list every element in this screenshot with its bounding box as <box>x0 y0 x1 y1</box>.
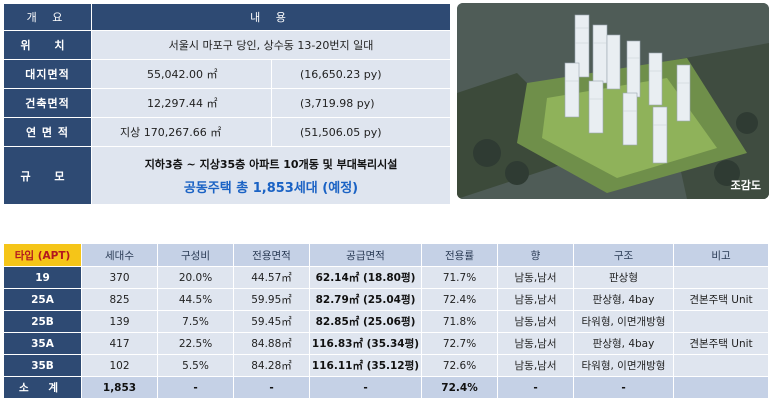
total-supply-area: - <box>309 376 422 399</box>
total-row: 소 계 1,853 - - - 72.4% - - <box>3 376 769 399</box>
header-structure: 구조 <box>573 243 674 267</box>
row-direction: 남동,남서 <box>497 266 574 289</box>
table-row: 25B 139 7.5% 59.45㎡ 82.85㎡ (25.06평) 71.8… <box>3 310 769 333</box>
row-supply-area: 82.85㎡ (25.06평) <box>309 310 422 333</box>
location-label: 위 치 <box>3 30 92 60</box>
row-ratio: 5.5% <box>157 354 234 377</box>
table-row: 35A 417 22.5% 84.88㎡ 116.83㎡ (35.34평) 72… <box>3 332 769 355</box>
overview-header-label: 개 요 <box>3 3 92 31</box>
total-note <box>673 376 769 399</box>
row-supply-area: 62.14㎡ (18.80평) <box>309 266 422 289</box>
scale-value: 지하3층 ~ 지상35층 아파트 10개동 및 부대복리시설 공동주택 총 1,… <box>91 146 451 205</box>
row-exclusive-area: 59.95㎡ <box>233 288 310 311</box>
row-type: 19 <box>3 266 82 289</box>
total-units: 1,853 <box>81 376 158 399</box>
row-structure: 판상형, 4bay <box>573 332 674 355</box>
header-note: 비고 <box>673 243 769 267</box>
building-area-py: (3,719.98 py) <box>271 88 451 118</box>
row-exclusive-rate: 72.6% <box>421 354 498 377</box>
table-row: 25A 825 44.5% 59.95㎡ 82.79㎡ (25.04평) 72.… <box>3 288 769 311</box>
overview-row-location: 위 치 서울시 마포구 당인, 상수동 13-20번지 일대 <box>3 30 451 60</box>
row-ratio: 20.0% <box>157 266 234 289</box>
row-exclusive-rate: 72.7% <box>421 332 498 355</box>
overview-row-land-area: 대지면적 55,042.00 ㎡ (16,650.23 py) <box>3 59 451 89</box>
apartment-complex-illustration <box>457 3 769 199</box>
row-structure: 판상형 <box>573 266 674 289</box>
row-note <box>673 310 769 333</box>
row-exclusive-area: 44.57㎡ <box>233 266 310 289</box>
scale-label: 규 모 <box>3 146 92 205</box>
row-structure: 타워형, 이면개방형 <box>573 354 674 377</box>
overview-row-scale: 규 모 지하3층 ~ 지상35층 아파트 10개동 및 부대복리시설 공동주택 … <box>3 146 451 205</box>
floor-area-value: 지상 170,267.66 ㎡ <box>91 117 272 147</box>
row-units: 417 <box>81 332 158 355</box>
total-structure: - <box>573 376 674 399</box>
row-supply-area: 82.79㎡ (25.04평) <box>309 288 422 311</box>
header-exclusive-area: 전용면적 <box>233 243 310 267</box>
row-exclusive-area: 59.45㎡ <box>233 310 310 333</box>
header-direction: 향 <box>497 243 574 267</box>
row-note <box>673 354 769 377</box>
unit-types-table: 타입 (APT) 세대수 구성비 전용면적 공급면적 전용률 향 구조 비고 1… <box>3 243 769 399</box>
header-type: 타입 (APT) <box>3 243 82 267</box>
row-structure: 타워형, 이면개방형 <box>573 310 674 333</box>
row-units: 139 <box>81 310 158 333</box>
overview-table: 개 요 내 용 위 치 서울시 마포구 당인, 상수동 13-20번지 일대 대… <box>3 3 451 205</box>
row-exclusive-area: 84.28㎡ <box>233 354 310 377</box>
scale-line2: 공동주택 총 1,853세대 (예정) <box>183 180 359 196</box>
overview-row-floor-area: 연 면 적 지상 170,267.66 ㎡ (51,506.05 py) <box>3 117 451 147</box>
header-ratio: 구성비 <box>157 243 234 267</box>
building-area-value: 12,297.44 ㎡ <box>91 88 272 118</box>
header-exclusive-rate: 전용률 <box>421 243 498 267</box>
floor-area-py: (51,506.05 py) <box>271 117 451 147</box>
row-type: 25A <box>3 288 82 311</box>
land-area-label: 대지면적 <box>3 59 92 89</box>
row-units: 370 <box>81 266 158 289</box>
row-type: 35A <box>3 332 82 355</box>
row-note: 견본주택 Unit <box>673 332 769 355</box>
row-units: 825 <box>81 288 158 311</box>
types-header-row: 타입 (APT) 세대수 구성비 전용면적 공급면적 전용률 향 구조 비고 <box>3 243 769 267</box>
overview-header-row: 개 요 내 용 <box>3 3 451 31</box>
row-ratio: 22.5% <box>157 332 234 355</box>
aerial-rendering-image: 조감도 <box>457 3 769 199</box>
row-note <box>673 266 769 289</box>
row-direction: 남동,남서 <box>497 354 574 377</box>
row-supply-area: 116.83㎡ (35.34평) <box>309 332 422 355</box>
row-units: 102 <box>81 354 158 377</box>
row-type: 35B <box>3 354 82 377</box>
building-area-label: 건축면적 <box>3 88 92 118</box>
row-exclusive-rate: 71.7% <box>421 266 498 289</box>
total-label: 소 계 <box>3 376 82 399</box>
row-type: 25B <box>3 310 82 333</box>
total-exclusive-area: - <box>233 376 310 399</box>
row-supply-area: 116.11㎡ (35.12평) <box>309 354 422 377</box>
row-structure: 판상형, 4bay <box>573 288 674 311</box>
row-exclusive-rate: 71.8% <box>421 310 498 333</box>
total-exclusive-rate: 72.4% <box>421 376 498 399</box>
table-row: 35B 102 5.5% 84.28㎡ 116.11㎡ (35.12평) 72.… <box>3 354 769 377</box>
row-ratio: 7.5% <box>157 310 234 333</box>
row-direction: 남동,남서 <box>497 332 574 355</box>
row-note: 견본주택 Unit <box>673 288 769 311</box>
header-units: 세대수 <box>81 243 158 267</box>
rendering-caption: 조감도 <box>730 179 761 192</box>
land-area-value: 55,042.00 ㎡ <box>91 59 272 89</box>
floor-area-label: 연 면 적 <box>3 117 92 147</box>
row-exclusive-rate: 72.4% <box>421 288 498 311</box>
row-exclusive-area: 84.88㎡ <box>233 332 310 355</box>
overview-row-building-area: 건축면적 12,297.44 ㎡ (3,719.98 py) <box>3 88 451 118</box>
total-direction: - <box>497 376 574 399</box>
scale-line1: 지하3층 ~ 지상35층 아파트 10개동 및 부대복리시설 <box>144 157 398 171</box>
row-direction: 남동,남서 <box>497 310 574 333</box>
overview-header-content: 내 용 <box>91 3 451 31</box>
land-area-py: (16,650.23 py) <box>271 59 451 89</box>
table-row: 19 370 20.0% 44.57㎡ 62.14㎡ (18.80평) 71.7… <box>3 266 769 289</box>
row-direction: 남동,남서 <box>497 288 574 311</box>
location-value: 서울시 마포구 당인, 상수동 13-20번지 일대 <box>91 30 451 60</box>
total-ratio: - <box>157 376 234 399</box>
row-ratio: 44.5% <box>157 288 234 311</box>
header-supply-area: 공급면적 <box>309 243 422 267</box>
